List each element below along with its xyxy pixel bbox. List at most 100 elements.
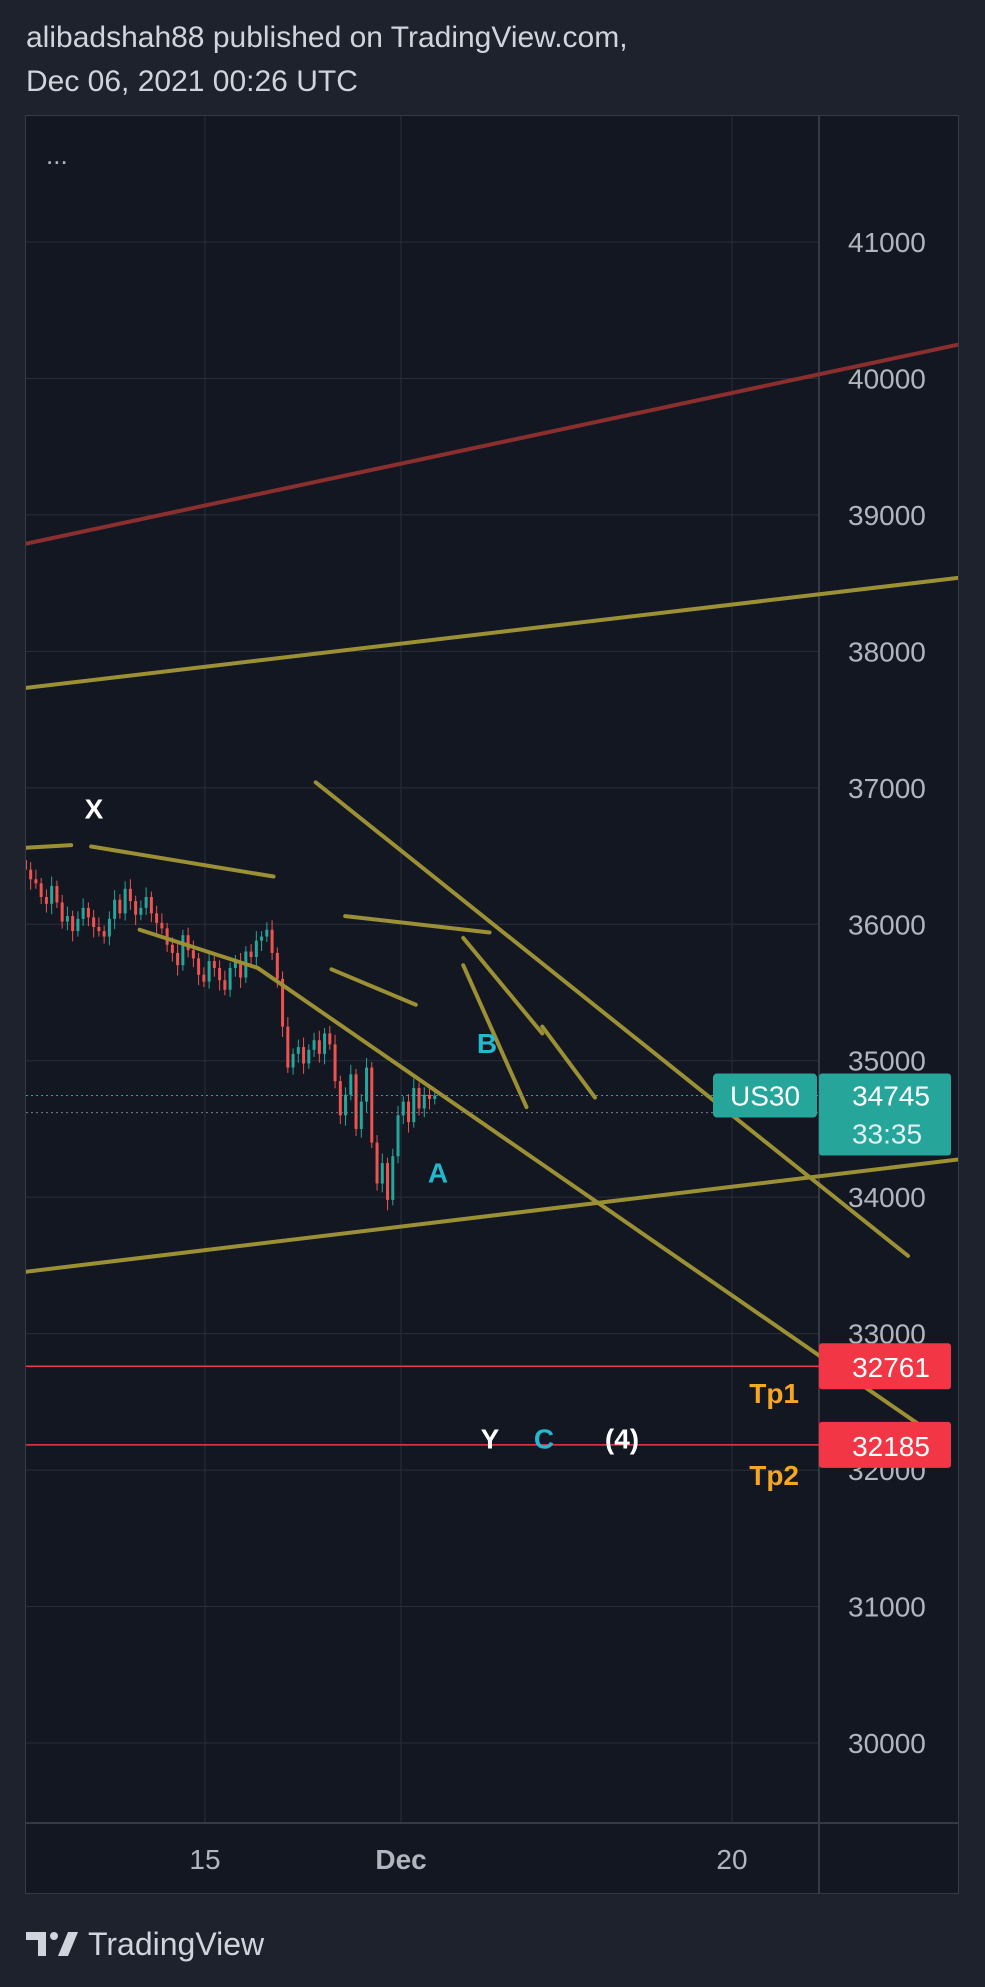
mid-channel-line[interactable] <box>26 563 958 699</box>
candle-body <box>254 940 258 958</box>
price-tick-label: 41000 <box>848 227 926 258</box>
wave-label-Y: Y <box>481 1424 500 1455</box>
symbol-badge <box>713 1073 817 1118</box>
target-label: Tp1 <box>749 1378 799 1409</box>
wave-a-leg-2[interactable] <box>461 963 529 1110</box>
candle-body <box>128 888 132 902</box>
candle-body <box>270 929 274 953</box>
candle-body <box>39 883 43 897</box>
candle-body <box>302 1047 306 1064</box>
wave-label-4: (4) <box>605 1424 639 1455</box>
candle-body <box>181 935 185 966</box>
candle-body <box>212 961 216 968</box>
candle-body <box>86 907 90 918</box>
candle-body <box>197 958 201 975</box>
publish-info: alibadshah88 published on TradingView.co… <box>26 16 628 104</box>
tradingview-brand: TradingView <box>88 1925 265 1962</box>
candle-body <box>176 952 180 966</box>
price-tick-label: 36000 <box>848 909 926 940</box>
candle-body <box>296 1047 300 1054</box>
candle-body <box>107 918 111 937</box>
target-price-value: 32761 <box>852 1352 930 1383</box>
candle-body <box>396 1115 400 1157</box>
candle-body <box>239 962 243 978</box>
candle-body <box>144 896 148 908</box>
upper-channel-line[interactable] <box>26 317 958 564</box>
candle-body <box>207 961 211 982</box>
price-tick-label: 35000 <box>848 1046 926 1077</box>
plot-area[interactable] <box>26 116 819 1823</box>
candle-body <box>134 901 138 915</box>
candle-body <box>354 1074 358 1129</box>
candle-body <box>202 974 206 982</box>
candle-body <box>97 927 101 932</box>
candle-body <box>328 1033 332 1045</box>
candle-body <box>407 1101 411 1123</box>
symbol-label: US30 <box>730 1081 800 1112</box>
candle-body <box>428 1094 432 1099</box>
candle-body <box>71 916 75 932</box>
candle-body <box>291 1053 295 1068</box>
chart-canvas[interactable]: 3000031000320003300034000350003600037000… <box>26 116 958 1893</box>
candle-body <box>401 1101 405 1116</box>
candle-body <box>218 967 222 981</box>
candle-body <box>186 935 190 951</box>
price-tick-label: 34000 <box>848 1182 926 1213</box>
candle-body <box>34 879 38 884</box>
bar-countdown: 33:35 <box>852 1119 922 1150</box>
wedge-lower[interactable] <box>329 967 418 1007</box>
candle-body <box>160 922 164 929</box>
candle-body <box>380 1163 384 1184</box>
candle-body <box>81 907 85 919</box>
tradingview-logo-icon <box>26 1932 78 1956</box>
wave-b-line[interactable] <box>540 1024 597 1100</box>
descending-channel-top[interactable] <box>313 780 911 1258</box>
footer: TradingView <box>26 1920 264 1968</box>
wave-label-B: B <box>477 1028 497 1059</box>
price-tick-label: 37000 <box>848 773 926 804</box>
triangle-lower-1[interactable] <box>137 927 260 970</box>
candle-body <box>223 980 227 990</box>
candle-body <box>359 1101 363 1129</box>
wedge-upper[interactable] <box>343 914 492 935</box>
candle-body <box>29 869 33 880</box>
price-tick-label: 38000 <box>848 636 926 667</box>
candle-body <box>312 1040 316 1050</box>
candle-body <box>113 899 117 919</box>
triangle-upper-1[interactable] <box>26 843 74 853</box>
candle-body <box>386 1163 390 1200</box>
price-tick-label: 40000 <box>848 363 926 394</box>
wave-label-C: C <box>534 1424 554 1455</box>
candle-body <box>170 944 174 953</box>
candle-body <box>44 896 48 904</box>
candle-body <box>275 952 279 979</box>
candle-body <box>349 1074 353 1095</box>
candle-body <box>60 902 64 922</box>
last-price-badge <box>819 1073 951 1156</box>
candle-body <box>65 916 69 922</box>
candle-body <box>370 1067 374 1143</box>
candle-body <box>228 967 232 990</box>
candle-body <box>338 1081 342 1116</box>
publisher-line: alibadshah88 published on TradingView.co… <box>26 21 628 54</box>
triangle-upper-2[interactable] <box>89 844 276 879</box>
price-tick-label: 31000 <box>848 1592 926 1623</box>
target-price-value: 32185 <box>852 1431 930 1462</box>
candle-body <box>50 886 54 904</box>
chart-frame[interactable]: 30000 31000 32000 33000 34000 35000 36000 37000… <box>25 115 959 1894</box>
lower-channel-line[interactable] <box>26 1144 958 1283</box>
publish-date: Dec 06, 2021 00:26 UTC <box>26 65 358 98</box>
price-tick-label: 39000 <box>848 500 926 531</box>
candle-body <box>281 978 285 1027</box>
candle-body <box>139 907 143 915</box>
price-axis-area[interactable] <box>819 116 958 1893</box>
candle-body <box>333 1044 337 1082</box>
wave-a-leg-1[interactable] <box>461 935 545 1036</box>
candle-body <box>344 1094 348 1116</box>
time-tick-label: Dec <box>375 1844 426 1875</box>
candle-body <box>365 1067 369 1102</box>
candle-body <box>155 913 159 923</box>
target-price-badge <box>819 1343 951 1390</box>
wave-label-X: X <box>85 793 104 824</box>
candle-body <box>317 1040 321 1054</box>
